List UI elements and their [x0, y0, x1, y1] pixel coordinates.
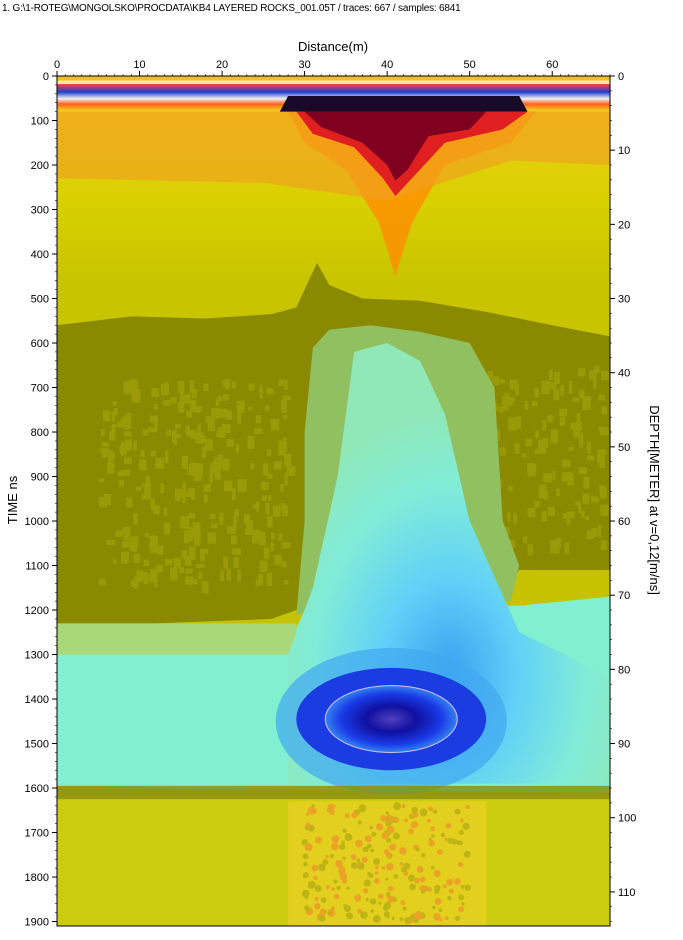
- y-tick-label: 1000: [25, 516, 49, 528]
- y2-tick-label: 20: [618, 219, 630, 231]
- y-tick-label: 400: [31, 249, 49, 261]
- y-tick-label: 300: [31, 205, 49, 217]
- y-axis-title: TIME ns: [5, 475, 20, 524]
- y-tick-label: 100: [31, 116, 49, 128]
- y2-tick-label: 40: [618, 368, 630, 380]
- x-axis-title: Distance(m): [298, 39, 368, 54]
- y2-tick-label: 60: [618, 516, 630, 528]
- transition-strip: [57, 623, 297, 655]
- y-tick-label: 200: [31, 160, 49, 172]
- x-tick-label: 0: [54, 59, 60, 71]
- y-tick-label: 1200: [25, 605, 49, 617]
- bottom-texture: [301, 802, 472, 925]
- x-tick-label: 40: [381, 59, 393, 71]
- maroon-zone: [304, 111, 487, 181]
- surface-dark-zone: [279, 96, 528, 112]
- y2-tick-label: 10: [618, 145, 630, 157]
- y2-axis-title: DEPTH[METER] at v=0,12[m/ns]: [647, 405, 662, 595]
- x-tick-label: 60: [546, 59, 558, 71]
- y2-tick-label: 90: [618, 739, 630, 751]
- x-tick-label: 20: [216, 59, 228, 71]
- y-tick-label: 1400: [25, 694, 49, 706]
- y-tick-label: 600: [31, 338, 49, 350]
- y2-tick-label: 30: [618, 294, 630, 306]
- y-tick-label: 1300: [25, 650, 49, 662]
- y-tick-label: 1600: [25, 783, 49, 795]
- y-axis: 0 100 200 300 400 500 600 700 800 900 1000 1100 1200…: [25, 71, 57, 929]
- y2-tick-label: 70: [618, 590, 630, 602]
- y-tick-label: 700: [31, 383, 49, 395]
- surface-top-line: [57, 80, 610, 85]
- olive-speckle-texture: [98, 365, 609, 594]
- x-tick-label: 10: [133, 59, 145, 71]
- y-tick-label: 1100: [25, 561, 49, 573]
- y2-tick-label: 100: [618, 813, 636, 825]
- y2-tick-label: 80: [618, 664, 630, 676]
- y-tick-label: 1800: [25, 872, 49, 884]
- y2-tick-label: 0: [618, 71, 624, 83]
- x-axis: 0 10 20 30 40 50 60: [54, 59, 611, 76]
- y2-tick-label: 110: [618, 887, 636, 899]
- y-tick-label: 900: [31, 472, 49, 484]
- y-tick-label: 1700: [25, 828, 49, 840]
- y-tick-label: 800: [31, 427, 49, 439]
- x-tick-label: 50: [464, 59, 476, 71]
- horizon-1610: [57, 785, 610, 800]
- x-tick-label: 30: [298, 59, 310, 71]
- y-tick-label: 1900: [25, 917, 49, 929]
- y-tick-label: 0: [43, 71, 49, 83]
- y-tick-label: 1500: [25, 739, 49, 751]
- file-info-header: 1. G:\1-ROTEG\MONGOLSKO\PROCDATA\KB4 LAY…: [2, 3, 461, 14]
- y2-tick-label: 50: [618, 442, 630, 454]
- y-tick-label: 500: [31, 294, 49, 306]
- y2-axis: 0 10 20 30 40 50 60 70 80 90 100 110: [610, 71, 636, 922]
- blue-anomaly-core: [324, 685, 458, 753]
